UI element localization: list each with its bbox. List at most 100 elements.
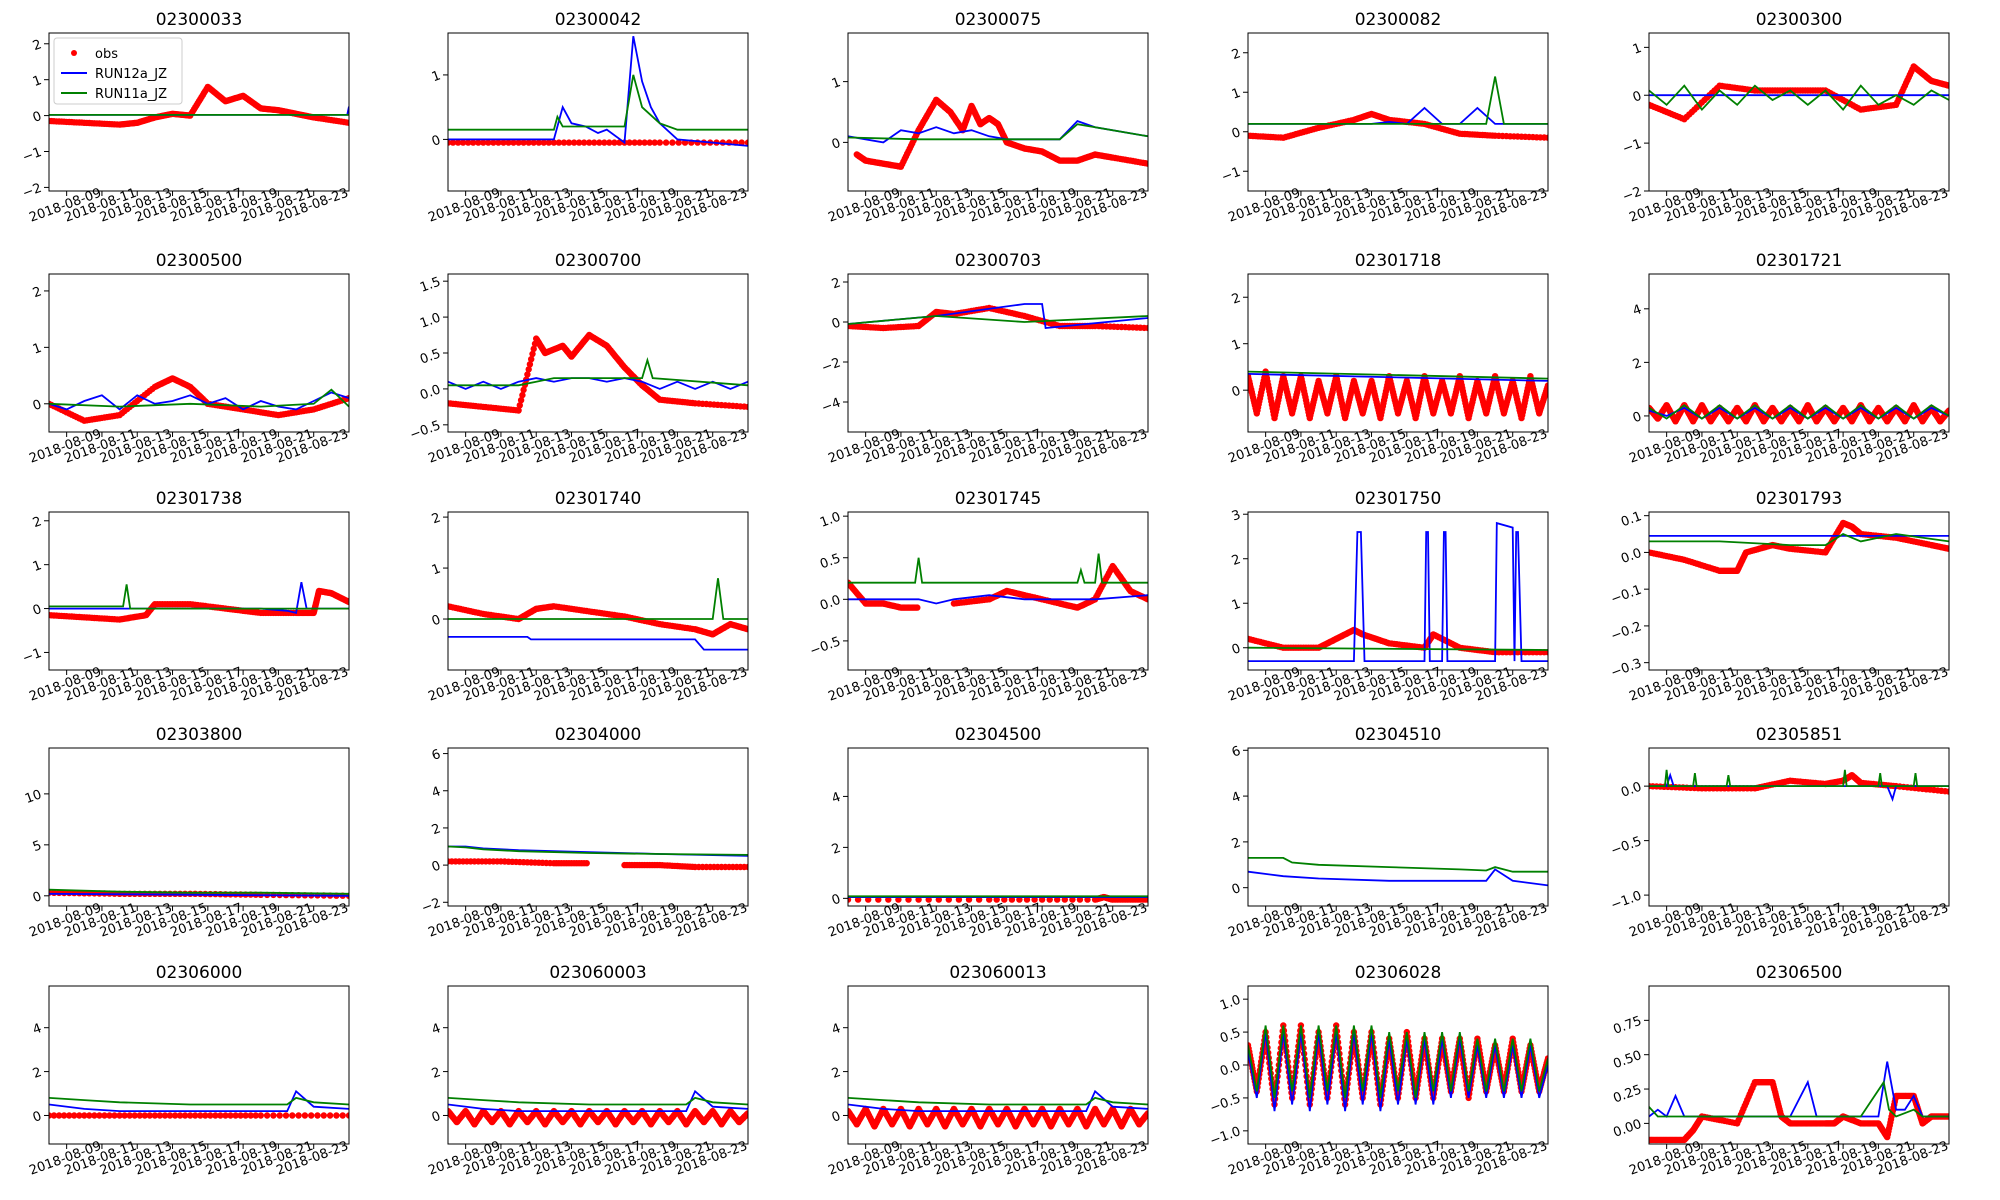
y-tick-label: 0.0 <box>1619 546 1644 567</box>
obs-point <box>121 1112 128 1119</box>
series-RUN12a_JZ <box>848 120 1148 144</box>
axes-frame <box>1648 273 1950 433</box>
obs-point <box>675 139 682 146</box>
y-tick-label: 2 <box>430 511 443 528</box>
obs-point <box>575 139 583 146</box>
obs-point <box>611 139 618 146</box>
y-tick-label: 4 <box>1631 302 1644 319</box>
legend-label: RUN11a_JZ <box>95 87 167 102</box>
obs-point <box>656 139 663 146</box>
axes-frame <box>48 273 350 433</box>
obs-point <box>1016 896 1023 903</box>
subplot-title: 023060013 <box>949 963 1046 983</box>
obs-point <box>301 1112 309 1119</box>
subplot-title: 02301721 <box>1756 251 1843 271</box>
y-tick-label: 0 <box>1230 881 1243 898</box>
obs-point <box>865 896 872 903</box>
obs-point <box>326 1112 334 1119</box>
obs-point <box>50 1112 58 1119</box>
y-tick-label: 0.5 <box>818 551 843 572</box>
series-RUN11a_JZ <box>848 123 1148 141</box>
series-obs <box>1248 110 1548 141</box>
obs-point <box>176 1112 184 1119</box>
subplot-02301745: 02301745−0.50.00.51.02018-08-092018-08-1… <box>808 489 1150 705</box>
y-tick-label: −1 <box>1220 165 1243 186</box>
obs-point <box>146 1112 153 1119</box>
obs-point <box>993 896 1000 903</box>
obs-point <box>606 139 613 146</box>
legend-box <box>53 37 183 105</box>
obs-point <box>60 1112 68 1119</box>
obs-point <box>744 139 748 146</box>
subplot-title: 02300042 <box>555 10 642 30</box>
y-tick-label: −1 <box>21 646 44 667</box>
y-tick-label: 0 <box>1230 641 1243 658</box>
y-tick-label: 0 <box>31 889 44 906</box>
obs-point <box>528 356 535 363</box>
series-RUN11a_JZ <box>448 845 748 856</box>
series-RUN11a_JZ <box>448 1096 748 1106</box>
obs-point <box>530 139 537 146</box>
y-tick-label: 2 <box>430 821 443 838</box>
obs-point <box>591 139 598 146</box>
series-obs <box>1248 626 1548 656</box>
obs-point <box>66 1112 73 1119</box>
series-RUN11a_JZ <box>848 553 1148 584</box>
obs-point <box>480 139 487 146</box>
subplot-title: 02303800 <box>156 725 243 745</box>
obs-point <box>529 350 536 358</box>
subplot-title: 02301793 <box>1756 489 1843 509</box>
obs-point <box>106 1112 113 1119</box>
y-tick-label: 1 <box>430 68 443 85</box>
obs-point <box>222 1112 229 1119</box>
subplot-title: 02300700 <box>555 251 642 271</box>
subplot-02300042: 02300042012018-08-092018-08-112018-08-13… <box>426 10 749 226</box>
series-RUN11a_JZ <box>49 584 349 610</box>
series-RUN11a_JZ <box>1649 404 1949 420</box>
obs-point <box>517 397 525 404</box>
obs-point <box>345 598 349 606</box>
obs-point <box>333 1112 340 1119</box>
subplot-02301793: 02301793−0.3−0.2−0.10.00.12018-08-092018… <box>1609 489 1951 705</box>
subplot-02300033: 02300033−2−10122018-08-092018-08-112018-… <box>21 10 351 226</box>
y-tick-label: 0 <box>1230 125 1243 142</box>
obs-point <box>192 1112 199 1119</box>
axes-frame <box>48 985 350 1145</box>
axes-frame <box>847 511 1149 671</box>
series-RUN12a_JZ <box>1248 521 1548 662</box>
obs-point <box>570 139 578 146</box>
subplot-title: 02300075 <box>955 10 1042 30</box>
series-RUN11a_JZ <box>1248 646 1548 651</box>
obs-point <box>515 407 522 414</box>
y-tick-label: −4 <box>820 395 843 416</box>
subplot-02301738: 02301738−10122018-08-092018-08-112018-08… <box>21 489 351 705</box>
obs-point <box>515 139 522 146</box>
obs-point <box>156 1112 164 1119</box>
y-tick-label: 2 <box>1230 46 1243 63</box>
axes-frame <box>48 511 350 671</box>
y-tick-label: 0.1 <box>1619 509 1644 530</box>
axes-frame <box>847 273 1149 433</box>
subplot-title: 02304000 <box>555 725 642 745</box>
obs-point <box>520 139 527 146</box>
series-RUN11a_JZ <box>49 388 349 408</box>
obs-point <box>490 139 497 146</box>
obs-point <box>535 139 542 146</box>
subplot-title: 02301718 <box>1355 251 1442 271</box>
obs-point <box>227 1112 234 1119</box>
axes-frame <box>1648 32 1950 192</box>
series-RUN12a_JZ <box>448 36 748 147</box>
obs-point <box>116 1112 123 1119</box>
axes-frame <box>1648 747 1950 907</box>
y-tick-label: −1.0 <box>1609 889 1644 914</box>
y-tick-label: 2 <box>830 841 843 858</box>
y-tick-label: 0 <box>430 1109 443 1126</box>
obs-point <box>111 1112 118 1119</box>
axes-frame <box>48 747 350 907</box>
series-RUN11a_JZ <box>1248 857 1548 873</box>
obs-point <box>744 403 748 411</box>
obs-point <box>1001 896 1008 903</box>
obs-point <box>651 139 658 146</box>
obs-point <box>646 139 653 146</box>
obs-point <box>525 366 532 373</box>
